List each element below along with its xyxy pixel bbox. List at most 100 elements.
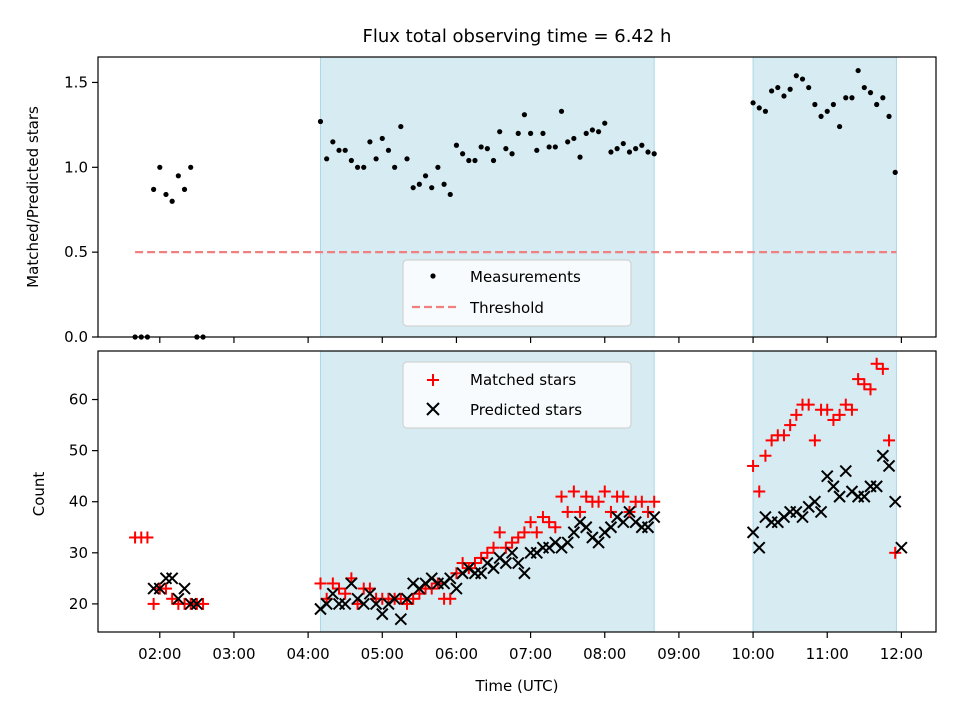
predicted-star-point <box>345 577 358 590</box>
predicted-star-point <box>641 521 655 534</box>
measurement-point <box>645 149 651 155</box>
measurement-point <box>441 181 447 187</box>
bottom-x-axis-label: Time (UTC) <box>475 677 559 695</box>
measurement-point <box>385 147 392 153</box>
measurement-point <box>317 118 324 125</box>
predicted-star-point <box>895 541 908 554</box>
matched-star-point <box>555 490 568 503</box>
bottom-x-tick-label: 03:00 <box>212 645 255 663</box>
predicted-star-point <box>561 536 574 549</box>
measurement-point <box>379 135 385 142</box>
measurement-point <box>472 157 478 164</box>
measurement-point <box>404 156 410 162</box>
bottom-x-tick-label: 09:00 <box>657 645 700 663</box>
measurement-point <box>583 130 589 136</box>
measurement-point <box>762 108 769 114</box>
measurement-point <box>540 130 546 136</box>
matched-star-point <box>784 419 797 432</box>
matched-star-point <box>314 577 327 590</box>
measurement-point <box>435 164 441 170</box>
matched-star-point <box>864 383 877 396</box>
bottom-x-tick-label: 08:00 <box>583 645 626 663</box>
matched-star-point <box>481 546 494 559</box>
top-y-axis-label: Matched/Predicted stars <box>24 106 42 288</box>
measurement-point <box>324 156 330 162</box>
bottom-y-tick-label: 40 <box>69 493 88 511</box>
measurement-point <box>157 164 163 170</box>
measurement-point <box>775 84 781 91</box>
predicted-star-point <box>363 587 377 600</box>
predicted-star-point <box>326 587 340 600</box>
matched-star-point <box>567 485 580 498</box>
measurement-point <box>503 146 509 152</box>
measurement-point <box>410 185 416 191</box>
measurement-point <box>392 164 398 170</box>
measurement-point <box>336 147 342 153</box>
bottom-x-tick-label: 05:00 <box>361 645 404 663</box>
top-legend-measurements-label: Measurements <box>470 268 581 286</box>
measurement-point <box>781 93 787 99</box>
matched-star-point <box>592 495 605 508</box>
measurement-point <box>484 146 490 152</box>
top-chart-title: Flux total observing time = 6.42 h <box>363 26 672 47</box>
measurement-point <box>614 146 620 152</box>
measurement-point <box>595 129 602 135</box>
matched-star-point <box>765 434 778 447</box>
predicted-star-point <box>567 526 581 539</box>
measurement-point <box>577 154 583 160</box>
matched-star-point <box>889 546 902 559</box>
matched-star-point <box>549 521 562 534</box>
measurement-point <box>639 142 645 148</box>
predicted-star-point <box>190 597 204 611</box>
measurement-point <box>466 157 472 164</box>
matched-star-point <box>147 597 160 610</box>
matched-star-point <box>852 373 865 386</box>
measurement-point <box>447 191 453 198</box>
bottom-plot-frame <box>97 350 937 633</box>
measurement-point <box>836 123 843 130</box>
measurement-point <box>830 101 837 108</box>
measurement-point <box>806 84 812 91</box>
matched-star-point <box>790 408 803 421</box>
measurement-point <box>867 90 874 96</box>
matched-star-point <box>339 587 352 600</box>
measurement-point <box>750 100 756 106</box>
measurement-point <box>880 95 886 101</box>
measurement-point <box>398 123 404 130</box>
measurement-point <box>818 113 824 119</box>
matched-star-point <box>487 541 500 554</box>
matched-star-point <box>561 505 574 518</box>
top-panel: 0.0 0.5 1.0 1.5 Flux total observing time =… <box>24 26 937 346</box>
predicted-star-point <box>400 592 414 605</box>
matched-star-point <box>456 557 469 570</box>
bottom-marks <box>129 357 908 626</box>
predicted-star-point <box>178 582 191 595</box>
measurement-point <box>799 76 806 82</box>
bottom-x-tick-label: 11:00 <box>806 645 849 663</box>
matched-star-point <box>808 434 821 447</box>
bottom-legend-matched-marker <box>427 374 439 386</box>
matched-star-point <box>753 485 766 498</box>
predicted-star-point <box>580 521 593 534</box>
predicted-star-point <box>839 464 852 478</box>
matched-star-point <box>821 403 834 416</box>
measurement-point <box>571 135 577 142</box>
predicted-star-point <box>394 613 408 626</box>
matched-star-point <box>506 536 519 549</box>
predicted-star-point <box>827 480 840 493</box>
bottom-legend-matched-label: Matched stars <box>470 371 576 389</box>
measurement-point <box>874 101 880 108</box>
predicted-star-point <box>518 567 531 580</box>
measurement-point <box>515 130 521 136</box>
bottom-x-ticks: 02:00 03:00 04:00 05:00 06:00 07:00 08:00 09:00… <box>138 632 923 663</box>
predicted-star-point <box>165 572 179 585</box>
predicted-star-point <box>450 582 463 595</box>
predicted-star-point <box>617 515 630 529</box>
measurement-point <box>169 198 175 204</box>
measurement-point <box>354 164 361 170</box>
top-shaded-intervals <box>319 57 897 337</box>
measurement-point <box>620 140 626 147</box>
measurement-point <box>793 73 799 79</box>
bottom-legend-box <box>402 361 632 429</box>
bottom-y-tick-label: 30 <box>69 544 88 562</box>
